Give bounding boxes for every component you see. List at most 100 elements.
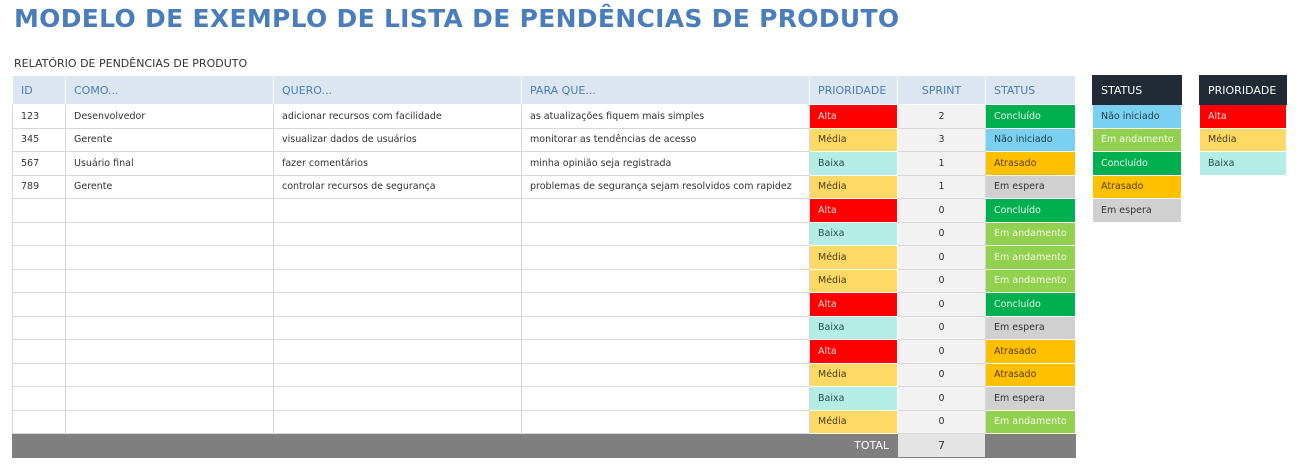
cell-status: Concluído [985, 292, 1076, 317]
cell-para-que [521, 292, 810, 317]
cell-prioridade: Baixa [809, 151, 898, 176]
row: Alta 0 Atrasado [12, 339, 1076, 364]
cell-status: Em andamento [985, 409, 1076, 434]
cell-prioridade: Alta [809, 339, 898, 364]
cell-como: Usuário final [65, 151, 274, 176]
cell-quero [273, 292, 522, 317]
cell-como [65, 386, 274, 411]
cell-sprint: 1 [897, 174, 986, 199]
row: 345 Gerente visualizar dados de usuários mo… [12, 127, 1076, 152]
cell-para-que [521, 339, 810, 364]
cell-id [12, 221, 66, 246]
cell-status: Não iniciado [985, 127, 1076, 152]
total-label: TOTAL [12, 433, 898, 458]
legend-item: Baixa [1199, 151, 1287, 176]
column-header: QUERO... [273, 75, 522, 105]
row: Média 0 Em andamento [12, 409, 1076, 434]
cell-sprint: 0 [897, 386, 986, 411]
cell-quero: adicionar recursos com facilidade [273, 104, 522, 129]
legend-item: Concluído [1092, 151, 1182, 176]
cell-como [65, 292, 274, 317]
row: 567 Usuário final fazer comentários minha o… [12, 151, 1076, 176]
legend-item: Em andamento [1092, 127, 1182, 152]
cell-para-que: as atualizações fiquem mais simples [521, 104, 810, 129]
cell-para-que [521, 409, 810, 434]
cell-id [12, 292, 66, 317]
cell-sprint: 3 [897, 127, 986, 152]
cell-id: 345 [12, 127, 66, 152]
cell-prioridade: Baixa [809, 221, 898, 246]
row: Baixa 0 Em espera [12, 386, 1076, 411]
cell-sprint: 0 [897, 409, 986, 434]
cell-status: Em andamento [985, 221, 1076, 246]
column-header: STATUS [985, 75, 1076, 105]
legend-row: Alta [1199, 104, 1287, 129]
backlog-table: ID COMO... QUERO... PARA QUE... PRIORIDADE SP… [12, 75, 1076, 458]
cell-status: Em andamento [985, 245, 1076, 270]
legend-item: Alta [1199, 104, 1287, 129]
cell-id [12, 315, 66, 340]
cell-id [12, 198, 66, 223]
row: 789 Gerente controlar recursos de seguranç… [12, 174, 1076, 199]
cell-status: Em espera [985, 174, 1076, 199]
status-legend: STATUS Não iniciado Em andamento Concluído A… [1092, 75, 1182, 223]
cell-prioridade: Alta [809, 104, 898, 129]
cell-para-que: minha opinião seja registrada [521, 151, 810, 176]
cell-sprint: 0 [897, 245, 986, 270]
cell-como [65, 409, 274, 434]
cell-sprint: 0 [897, 315, 986, 340]
cell-quero [273, 268, 522, 293]
cell-prioridade: Média [809, 362, 898, 387]
cell-id [12, 339, 66, 364]
cell-sprint: 1 [897, 151, 986, 176]
cell-prioridade: Alta [809, 198, 898, 223]
legend-row: Em andamento [1092, 127, 1182, 152]
cell-prioridade: Baixa [809, 315, 898, 340]
cell-como [65, 245, 274, 270]
cell-como [65, 339, 274, 364]
cell-prioridade: Média [809, 268, 898, 293]
cell-quero [273, 245, 522, 270]
row: Média 0 Atrasado [12, 362, 1076, 387]
cell-para-que [521, 245, 810, 270]
row: Média 0 Em andamento [12, 268, 1076, 293]
row: 123 Desenvolvedor adicionar recursos com f… [12, 104, 1076, 129]
cell-id: 567 [12, 151, 66, 176]
legend-header-row: PRIORIDADE [1199, 75, 1287, 105]
legend-row: Média [1199, 127, 1287, 152]
cell-quero [273, 221, 522, 246]
cell-como [65, 221, 274, 246]
row: Média 0 Em andamento [12, 245, 1076, 270]
column-header: SPRINT [897, 75, 986, 105]
subtitle: RELATÓRIO DE PENDÊNCIAS DE PRODUTO [14, 57, 248, 70]
legend-item: Em espera [1092, 198, 1182, 223]
row: Alta 0 Concluído [12, 292, 1076, 317]
cell-prioridade: Média [809, 409, 898, 434]
cell-como [65, 315, 274, 340]
legend-row: Atrasado [1092, 174, 1182, 199]
cell-sprint: 0 [897, 292, 986, 317]
legend-item: Atrasado [1092, 174, 1182, 199]
cell-como [65, 268, 274, 293]
cell-status: Concluído [985, 104, 1076, 129]
cell-quero [273, 315, 522, 340]
cell-status: Atrasado [985, 362, 1076, 387]
priority-legend: PRIORIDADE Alta Média Baixa [1199, 75, 1287, 176]
cell-status: Em espera [985, 315, 1076, 340]
row: Baixa 0 Em andamento [12, 221, 1076, 246]
cell-sprint: 2 [897, 104, 986, 129]
cell-para-que: problemas de segurança sejam resolvidos … [521, 174, 810, 199]
cell-id [12, 362, 66, 387]
cell-quero [273, 386, 522, 411]
cell-sprint: 0 [897, 198, 986, 223]
column-header: PRIORIDADE [809, 75, 898, 105]
header-row: ID COMO... QUERO... PARA QUE... PRIORIDADE SP… [12, 75, 1076, 105]
legend-title: PRIORIDADE [1199, 75, 1287, 105]
row: Alta 0 Concluído [12, 198, 1076, 223]
total-value: 7 [897, 433, 986, 458]
title: MODELO DE EXEMPLO DE LISTA DE PENDÊNCIAS… [14, 4, 900, 33]
cell-quero [273, 362, 522, 387]
cell-quero [273, 339, 522, 364]
cell-status: Atrasado [985, 339, 1076, 364]
cell-quero [273, 198, 522, 223]
